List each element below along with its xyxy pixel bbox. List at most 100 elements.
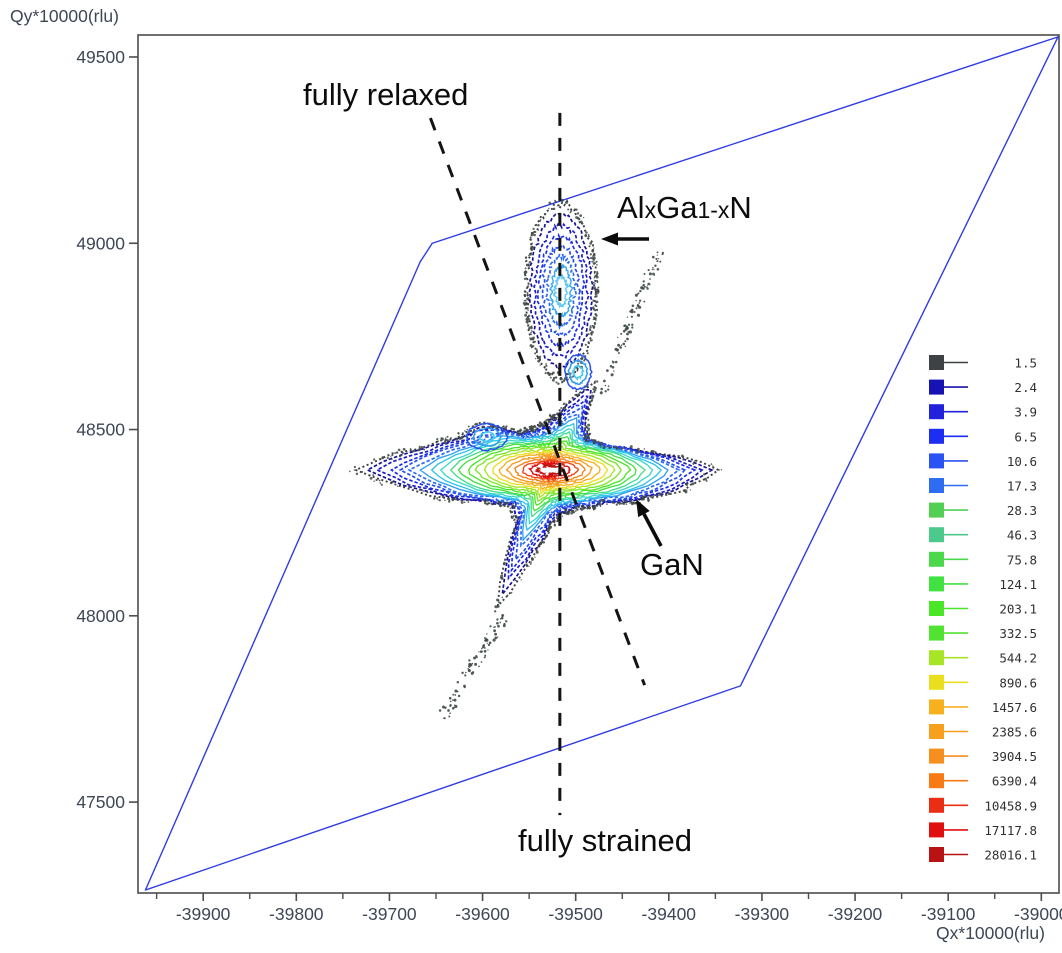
speckle-dot xyxy=(396,485,399,488)
speckle-dot xyxy=(580,220,583,223)
speckle-dot xyxy=(420,446,424,449)
speckle-dot xyxy=(589,253,592,256)
y-tick-label: 49500 xyxy=(76,47,125,67)
speckle-dot xyxy=(538,421,542,425)
speckle-dot xyxy=(545,363,547,365)
speckle-dot xyxy=(505,620,508,623)
speckle-dot xyxy=(570,210,573,213)
speckle-dot xyxy=(603,445,606,449)
speckle-dot xyxy=(710,463,713,465)
speckle-dot xyxy=(639,289,642,293)
legend-row: 2385.6 xyxy=(929,724,1037,740)
speckle-dot xyxy=(437,440,439,443)
speckle-dot xyxy=(591,255,594,257)
speckle-dot xyxy=(558,204,560,206)
speckle-dot xyxy=(610,373,614,377)
speckle-dot xyxy=(524,299,527,302)
speckle-dot xyxy=(547,529,550,532)
speckle-dot xyxy=(484,637,486,639)
speckle-dot xyxy=(652,494,655,498)
speckle-dot xyxy=(589,257,592,259)
legend-swatch xyxy=(929,748,944,764)
speckle-dot xyxy=(531,337,535,341)
speckle-dot xyxy=(613,370,615,372)
speckle-dot xyxy=(466,428,469,431)
speckle-dot xyxy=(678,455,680,457)
speckle-dot xyxy=(471,662,474,665)
speckle-dot xyxy=(606,369,609,372)
gan-core-white-speck xyxy=(538,463,544,469)
legend-value: 1457.6 xyxy=(992,700,1037,715)
legend-row: 2.4 xyxy=(929,379,1037,395)
speckle-dot xyxy=(457,691,459,693)
speckle-dot xyxy=(515,431,518,434)
annotation-fully-relaxed: fully relaxed xyxy=(303,77,469,112)
speckle-dot xyxy=(694,460,696,462)
speckle-dot xyxy=(629,445,633,449)
speckle-dot xyxy=(569,401,571,404)
legend-swatch xyxy=(929,625,944,641)
speckle-dot xyxy=(479,650,483,653)
speckle-dot xyxy=(593,247,595,249)
speckle-dot xyxy=(501,596,504,599)
speckle-dot xyxy=(586,352,589,355)
speckle-dot xyxy=(592,318,595,321)
speckle-dot xyxy=(655,257,658,260)
speckle-dot xyxy=(586,507,589,510)
speckle-dot xyxy=(449,437,452,440)
speckle-dot xyxy=(584,343,587,346)
speckle-dot xyxy=(436,497,439,500)
legend-value: 10458.9 xyxy=(984,798,1037,813)
legend-row: 75.8 xyxy=(929,551,1037,567)
speckle-dot xyxy=(607,388,610,391)
speckle-dot xyxy=(478,665,480,668)
gan-contour-ring xyxy=(474,442,622,502)
legend-swatch xyxy=(929,428,944,444)
speckle-dot xyxy=(528,318,531,320)
speckle-dot xyxy=(539,364,541,366)
speckle-dot xyxy=(589,400,592,403)
speckle-dot xyxy=(494,632,498,636)
speckle-dot xyxy=(594,296,596,298)
speckle-dot xyxy=(594,290,597,292)
speckle-dot xyxy=(368,474,371,477)
gan-contour-ring xyxy=(449,430,647,518)
speckle-dot xyxy=(526,293,529,296)
speckle-dot xyxy=(551,378,555,382)
accessible-region-boundary xyxy=(144,36,1059,891)
speckle-dot xyxy=(596,288,599,291)
speckle-dot xyxy=(524,303,527,306)
speckle-dot xyxy=(412,449,416,453)
speckle-dot xyxy=(530,330,533,332)
speckle-dot xyxy=(517,432,521,436)
speckle-dot xyxy=(397,448,401,452)
speckle-dot xyxy=(533,340,536,343)
speckle-dot xyxy=(531,231,534,235)
gan-core-white-speck xyxy=(545,472,549,476)
speckle-dot xyxy=(553,524,557,527)
speckle-dot xyxy=(511,504,514,507)
speckle-dot xyxy=(373,458,376,461)
legend-row: 28.3 xyxy=(929,502,1037,518)
speckle-dot xyxy=(596,295,598,297)
gan-contour-ring xyxy=(407,412,681,548)
speckle-dot xyxy=(646,284,649,286)
gan-core-white-speck xyxy=(549,467,555,473)
legend-value: 46.3 xyxy=(1007,528,1037,543)
speckle-dot xyxy=(523,293,527,297)
speckle-dot xyxy=(453,698,457,702)
speckle-dot xyxy=(528,252,532,256)
speckle-dot xyxy=(686,489,688,491)
speckle-dot xyxy=(514,514,517,517)
speckle-dot xyxy=(467,425,470,428)
analyzer-streak-upper xyxy=(599,251,665,395)
legend-row: 1.5 xyxy=(929,355,1037,371)
speckle-dot xyxy=(457,432,460,435)
speckle-dot xyxy=(656,251,659,254)
speckle-dot xyxy=(523,431,526,433)
speckle-dot xyxy=(592,254,596,257)
speckle-dot xyxy=(584,426,587,429)
speckle-dot xyxy=(620,502,623,505)
speckle-dot xyxy=(464,434,466,436)
speckle-dot xyxy=(526,285,529,287)
